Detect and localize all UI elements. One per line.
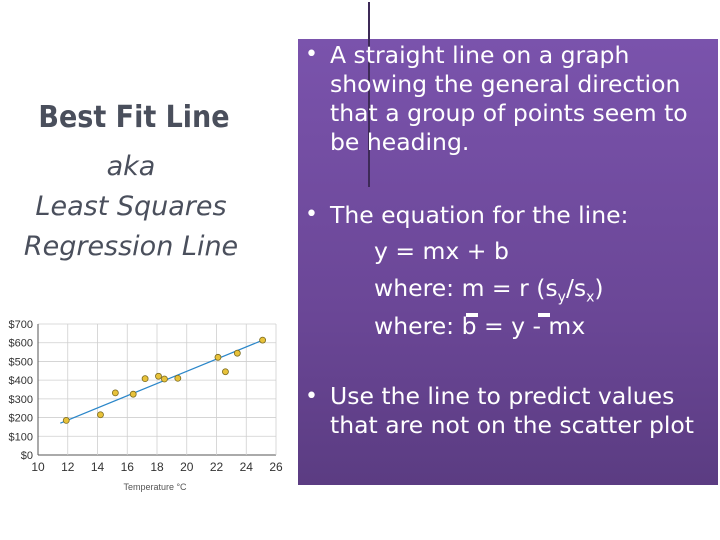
data-point	[222, 368, 229, 376]
equation-line: y = mx + b	[374, 237, 509, 265]
data-point	[233, 349, 241, 357]
x-tick-label: 14	[91, 460, 105, 474]
bullet-icon: •	[305, 384, 318, 409]
y-tick-label: $0	[21, 450, 33, 462]
vertical-divider	[368, 2, 370, 187]
x-tick-label: 22	[210, 460, 224, 474]
scatter-chart: $0 $100 $200 $300 $400 $500 $600 $700 10 12 14 16 18…	[9, 319, 283, 492]
bullet1-line3: that a group of points seem to	[330, 99, 688, 127]
aka-label: aka	[106, 151, 156, 182]
data-point	[129, 390, 137, 398]
data-point	[111, 389, 119, 397]
bullet-icon: •	[305, 42, 318, 67]
slope-sub-x: x	[586, 289, 595, 306]
x-tick-label: 20	[180, 460, 194, 474]
slide-title: Best Fit Line	[38, 100, 230, 135]
alt-name-line1: Least Squares	[35, 191, 227, 222]
data-point	[155, 372, 162, 380]
data-point	[62, 416, 70, 424]
bullet2-line1: The equation for the line:	[330, 201, 629, 229]
bullet3-line1: Use the line to predict values	[330, 382, 675, 410]
data-point	[259, 336, 267, 344]
slope-formula-mid: /s	[565, 274, 587, 302]
slope-formula-end: )	[594, 274, 604, 302]
y-tick-label: $700	[9, 319, 33, 331]
xbar-mark	[466, 313, 478, 317]
bullet1-line4: be heading.	[330, 128, 470, 156]
slope-sub-y: y	[557, 289, 566, 306]
x-tick-label: 10	[31, 460, 45, 474]
x-tick-label: 16	[121, 460, 135, 474]
data-point	[141, 375, 149, 383]
intercept-formula: where: b = y - mx	[374, 312, 586, 340]
data-point	[97, 411, 104, 419]
data-point	[174, 374, 182, 382]
bullet1-line1: A straight line on a graph	[330, 41, 630, 69]
slope-formula: where: m = r (sy/sx)	[374, 274, 604, 313]
x-tick-label: 26	[269, 460, 283, 474]
y-tick-label: $400	[9, 375, 33, 387]
y-tick-label: $600	[9, 338, 33, 350]
ybar-mark	[538, 313, 550, 317]
x-tick-label: 18	[150, 460, 164, 474]
y-tick-label: $100	[9, 431, 33, 443]
x-tick-label: 24	[240, 460, 254, 474]
bullet3-line2: that are not on the scatter plot	[330, 411, 695, 439]
slope-formula-main: where: m = r (s	[374, 274, 558, 302]
data-point	[214, 353, 222, 361]
y-tick-label: $300	[9, 394, 33, 406]
x-tick-label: 12	[61, 460, 75, 474]
alt-name-line2: Regression Line	[23, 231, 239, 262]
y-tick-label: $500	[9, 356, 33, 368]
y-tick-label: $200	[9, 413, 33, 425]
data-point	[161, 375, 168, 383]
x-axis-label: Temperature °C	[123, 482, 187, 492]
bullet-icon: •	[305, 202, 318, 227]
bullet1-line2: showing the general direction	[330, 70, 681, 98]
